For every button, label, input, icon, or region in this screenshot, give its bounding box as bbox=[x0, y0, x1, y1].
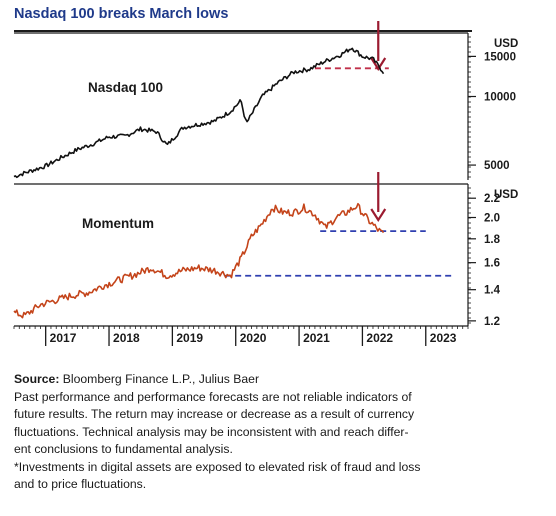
y-tick-label: 2.0 bbox=[484, 212, 500, 224]
x-tick-label: 2021 bbox=[303, 331, 330, 345]
y-tick-label: 2.2 bbox=[484, 193, 500, 205]
source-text: Bloomberg Finance L.P., Julius Baer bbox=[59, 372, 260, 386]
momentum-line bbox=[13, 202, 385, 319]
panel-label: Nasdaq 100 bbox=[88, 80, 163, 95]
x-tick-label: 2020 bbox=[240, 331, 267, 345]
x-tick-label: 2023 bbox=[430, 331, 457, 345]
disclaimer-line: fluctuations. Technical analysis may be … bbox=[14, 424, 409, 439]
chart-title: Nasdaq 100 breaks March lows bbox=[14, 6, 229, 22]
annotation-layer bbox=[225, 21, 453, 277]
disclaimer-line: and to price fluctuations. bbox=[14, 477, 147, 491]
x-tick-label: 2019 bbox=[176, 331, 203, 345]
y-unit-label: USD bbox=[494, 189, 518, 201]
axes-layer bbox=[13, 32, 476, 346]
y-tick-label: 10000 bbox=[484, 92, 516, 104]
x-tick-label: 2022 bbox=[366, 331, 393, 345]
nasdaq-100-line bbox=[13, 47, 385, 179]
x-tick-label: 2018 bbox=[113, 331, 140, 345]
y-tick-label: 1.6 bbox=[484, 258, 500, 270]
down-arrow-head bbox=[370, 208, 387, 223]
footer: Source: Bloomberg Finance L.P., Julius B… bbox=[14, 371, 544, 494]
y-tick-label: 1.8 bbox=[484, 234, 501, 246]
title-rule bbox=[14, 30, 472, 32]
y-tick-label: 15000 bbox=[484, 51, 516, 63]
disclaimer-line: future results. The return may increase … bbox=[14, 407, 415, 421]
source-line: Source: Bloomberg Finance L.P., Julius B… bbox=[14, 371, 544, 389]
down-arrow-head bbox=[370, 57, 387, 72]
source-label: Source: bbox=[14, 372, 60, 386]
panel-label: Momentum bbox=[82, 216, 154, 231]
y-tick-label: 1.4 bbox=[484, 285, 501, 297]
disclaimer-line: *Investments in digital assets are expos… bbox=[14, 459, 421, 474]
disclaimer-line: ent conclusions to fundamental analysis. bbox=[14, 442, 233, 456]
disclaimer-line: Past performance and performance forecas… bbox=[14, 389, 412, 404]
series-layer bbox=[13, 47, 385, 319]
y-tick-label: 5000 bbox=[484, 160, 510, 172]
x-tick-label: 2017 bbox=[50, 331, 77, 345]
y-tick-label: 1.2 bbox=[484, 316, 500, 328]
y-unit-label: USD bbox=[494, 38, 518, 50]
